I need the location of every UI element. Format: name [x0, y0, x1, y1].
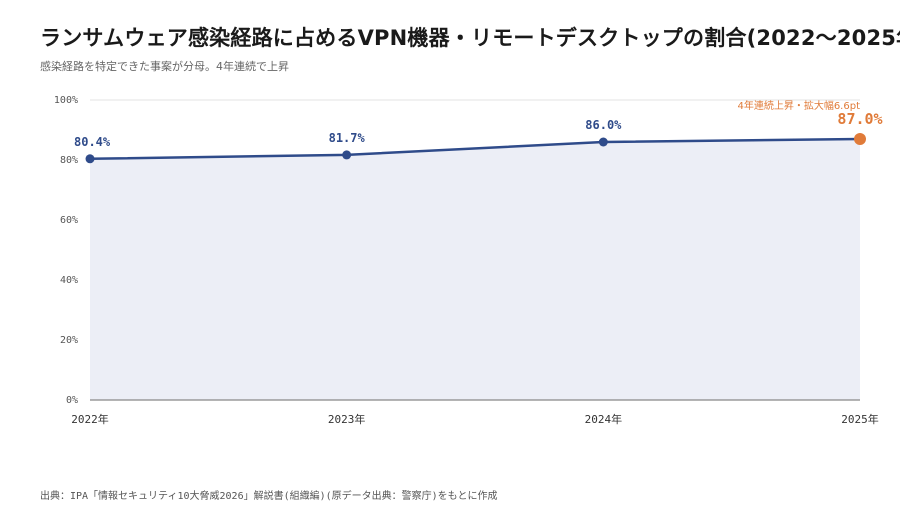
area-fill: [90, 139, 860, 400]
y-tick-labels: 0% 20% 40% 60% 80% 100%: [54, 95, 78, 406]
x-tick-label: 2023年: [328, 412, 366, 426]
chart-title: ランサムウェア感染経路に占めるVPN機器・リモートデスクトップの割合(2022〜…: [40, 26, 900, 50]
source-note: 出典：IPA「情報セキュリティ10大脅威2026」解説書(組織編)(原データ出典…: [40, 491, 498, 502]
data-label: 86.0%: [585, 118, 622, 132]
data-label-highlight: 87.0%: [837, 110, 882, 128]
x-tick-labels: 2022年 2023年 2024年 2025年: [71, 412, 879, 426]
x-tick-label: 2022年: [71, 412, 109, 426]
y-tick-label: 0%: [66, 395, 78, 406]
y-tick-label: 60%: [60, 215, 78, 226]
line-chart: 0%20%40%60%80%100% 2022年 2023年 2024年 2025年 …: [54, 95, 883, 426]
data-points: [85, 133, 866, 164]
data-labels: 80.4% 81.7% 86.0% 87.0%: [74, 110, 883, 149]
series-line: [89, 137, 861, 161]
y-tick-label: 80%: [60, 155, 78, 166]
data-point: [85, 154, 95, 164]
y-tick-label: 100%: [54, 95, 78, 106]
x-tick-label: 2025年: [841, 412, 879, 426]
y-tick-label: 20%: [60, 335, 78, 346]
x-tick-label: 2024年: [585, 412, 623, 426]
data-point: [342, 150, 352, 160]
data-point-highlight: [854, 133, 866, 145]
data-point: [598, 137, 608, 147]
y-tick-label: 40%: [60, 275, 78, 286]
chart-subtitle: 感染経路を特定できた事案が分母。4年連続で上昇: [40, 60, 289, 73]
annotation-text: 4年連続上昇・拡大幅6.6pt: [737, 99, 860, 112]
data-label: 81.7%: [329, 131, 366, 145]
data-label: 80.4%: [74, 135, 111, 149]
